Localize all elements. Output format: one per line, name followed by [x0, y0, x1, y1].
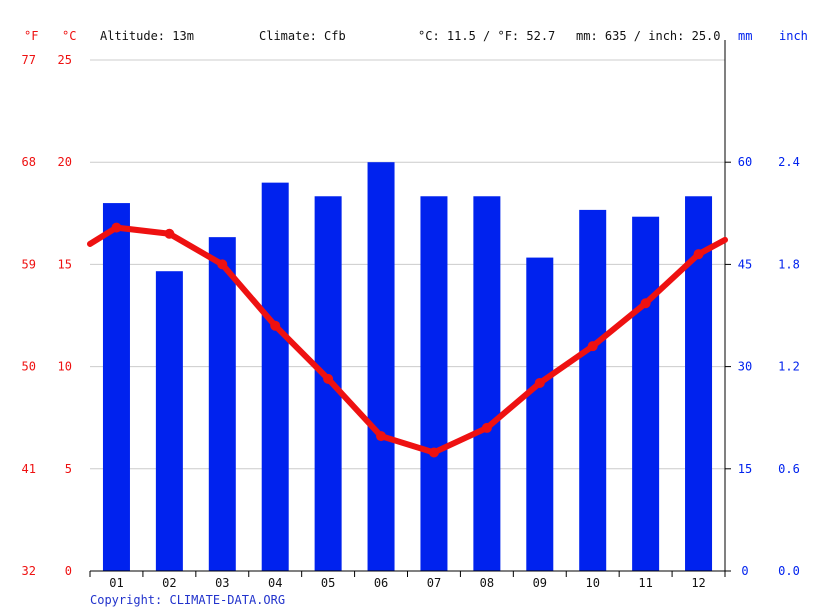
unit-celsius-label: °C — [62, 29, 76, 43]
y-tick-label-mm: 30 — [738, 360, 752, 374]
precipitation-bar — [632, 216, 660, 571]
y-tick-label-f: 50 — [22, 360, 36, 374]
x-tick-label: 10 — [585, 576, 599, 590]
precipitation-bar — [261, 182, 289, 571]
x-tick-label: 05 — [321, 576, 335, 590]
chart-header: °F °C Altitude: 13m Climate: Cfb °C: 11.… — [24, 29, 808, 43]
y-tick-label-mm: 45 — [738, 257, 752, 271]
temperature-point — [534, 377, 545, 388]
temperature-point — [323, 373, 334, 384]
temperature-point — [164, 228, 175, 239]
precipitation-bar — [473, 196, 501, 571]
y-tick-label-c: 0 — [65, 564, 72, 578]
temperature-point — [270, 320, 281, 331]
y-tick-label-c: 20 — [58, 155, 72, 169]
x-tick-label: 09 — [533, 576, 547, 590]
x-tick-label: 12 — [691, 576, 705, 590]
y-tick-label-f: 41 — [22, 462, 36, 476]
x-tick-label: 01 — [109, 576, 123, 590]
unit-inch-label: inch — [779, 29, 808, 43]
temperature-line — [87, 222, 728, 458]
precipitation-bar — [155, 271, 183, 571]
temperature-point — [217, 259, 228, 270]
x-tick-label: 07 — [427, 576, 441, 590]
temperature-point — [640, 298, 651, 309]
temperature-average-label: °C: 11.5 / °F: 52.7 — [418, 29, 555, 43]
precipitation-bars — [102, 162, 713, 572]
y-tick-label-inch: 0.0 — [778, 564, 800, 578]
x-tick-label: 11 — [638, 576, 652, 590]
x-tick-label: 06 — [374, 576, 388, 590]
altitude-label: Altitude: 13m — [100, 29, 194, 43]
temperature-point — [111, 222, 122, 233]
unit-fahrenheit-label: °F — [24, 29, 38, 43]
precipitation-bar — [579, 209, 607, 572]
y-tick-label-f: 68 — [22, 155, 36, 169]
temperature-point — [376, 431, 387, 442]
unit-mm-label: mm — [738, 29, 752, 43]
copyright-text: Copyright: CLIMATE-DATA.ORG — [90, 593, 285, 607]
y-tick-label-c: 15 — [58, 257, 72, 271]
y-tick-label-mm: 0 — [741, 564, 748, 578]
temperature-point — [587, 341, 598, 352]
x-tick-label: 04 — [268, 576, 282, 590]
temperature-line-path — [87, 224, 728, 456]
precipitation-total-label: mm: 635 / inch: 25.0 — [576, 29, 721, 43]
y-tick-label-c: 10 — [58, 360, 72, 374]
x-tick-label: 02 — [162, 576, 176, 590]
y-tick-label-c: 25 — [58, 53, 72, 67]
y-tick-label-inch: 1.8 — [778, 257, 800, 271]
axes — [89, 40, 731, 577]
temperature-point — [481, 422, 492, 433]
precipitation-bar — [102, 203, 130, 571]
precipitation-bar — [208, 237, 236, 571]
x-tick-label: 03 — [215, 576, 229, 590]
gridlines — [90, 59, 725, 470]
temperature-point — [693, 249, 704, 260]
y-tick-label-f: 77 — [22, 53, 36, 67]
precipitation-bar — [367, 162, 395, 571]
x-tick-label: 08 — [480, 576, 494, 590]
y-tick-label-f: 32 — [22, 564, 36, 578]
y-tick-label-mm: 60 — [738, 155, 752, 169]
y-tick-label-c: 5 — [65, 462, 72, 476]
y-tick-label-inch: 0.6 — [778, 462, 800, 476]
climate-label: Climate: Cfb — [259, 29, 346, 43]
y-tick-label-inch: 2.4 — [778, 155, 800, 169]
y-tick-label-f: 59 — [22, 257, 36, 271]
y-tick-label-mm: 15 — [738, 462, 752, 476]
temperature-point — [428, 447, 439, 458]
precipitation-bar — [420, 196, 448, 571]
y-tick-label-inch: 1.2 — [778, 360, 800, 374]
precipitation-bar — [526, 257, 554, 571]
tick-labels: 32 0 41 5 50 10 59 15 68 20 77 25 0 0.0 15 0.6 30 1.2 45 1.… — [22, 53, 800, 590]
